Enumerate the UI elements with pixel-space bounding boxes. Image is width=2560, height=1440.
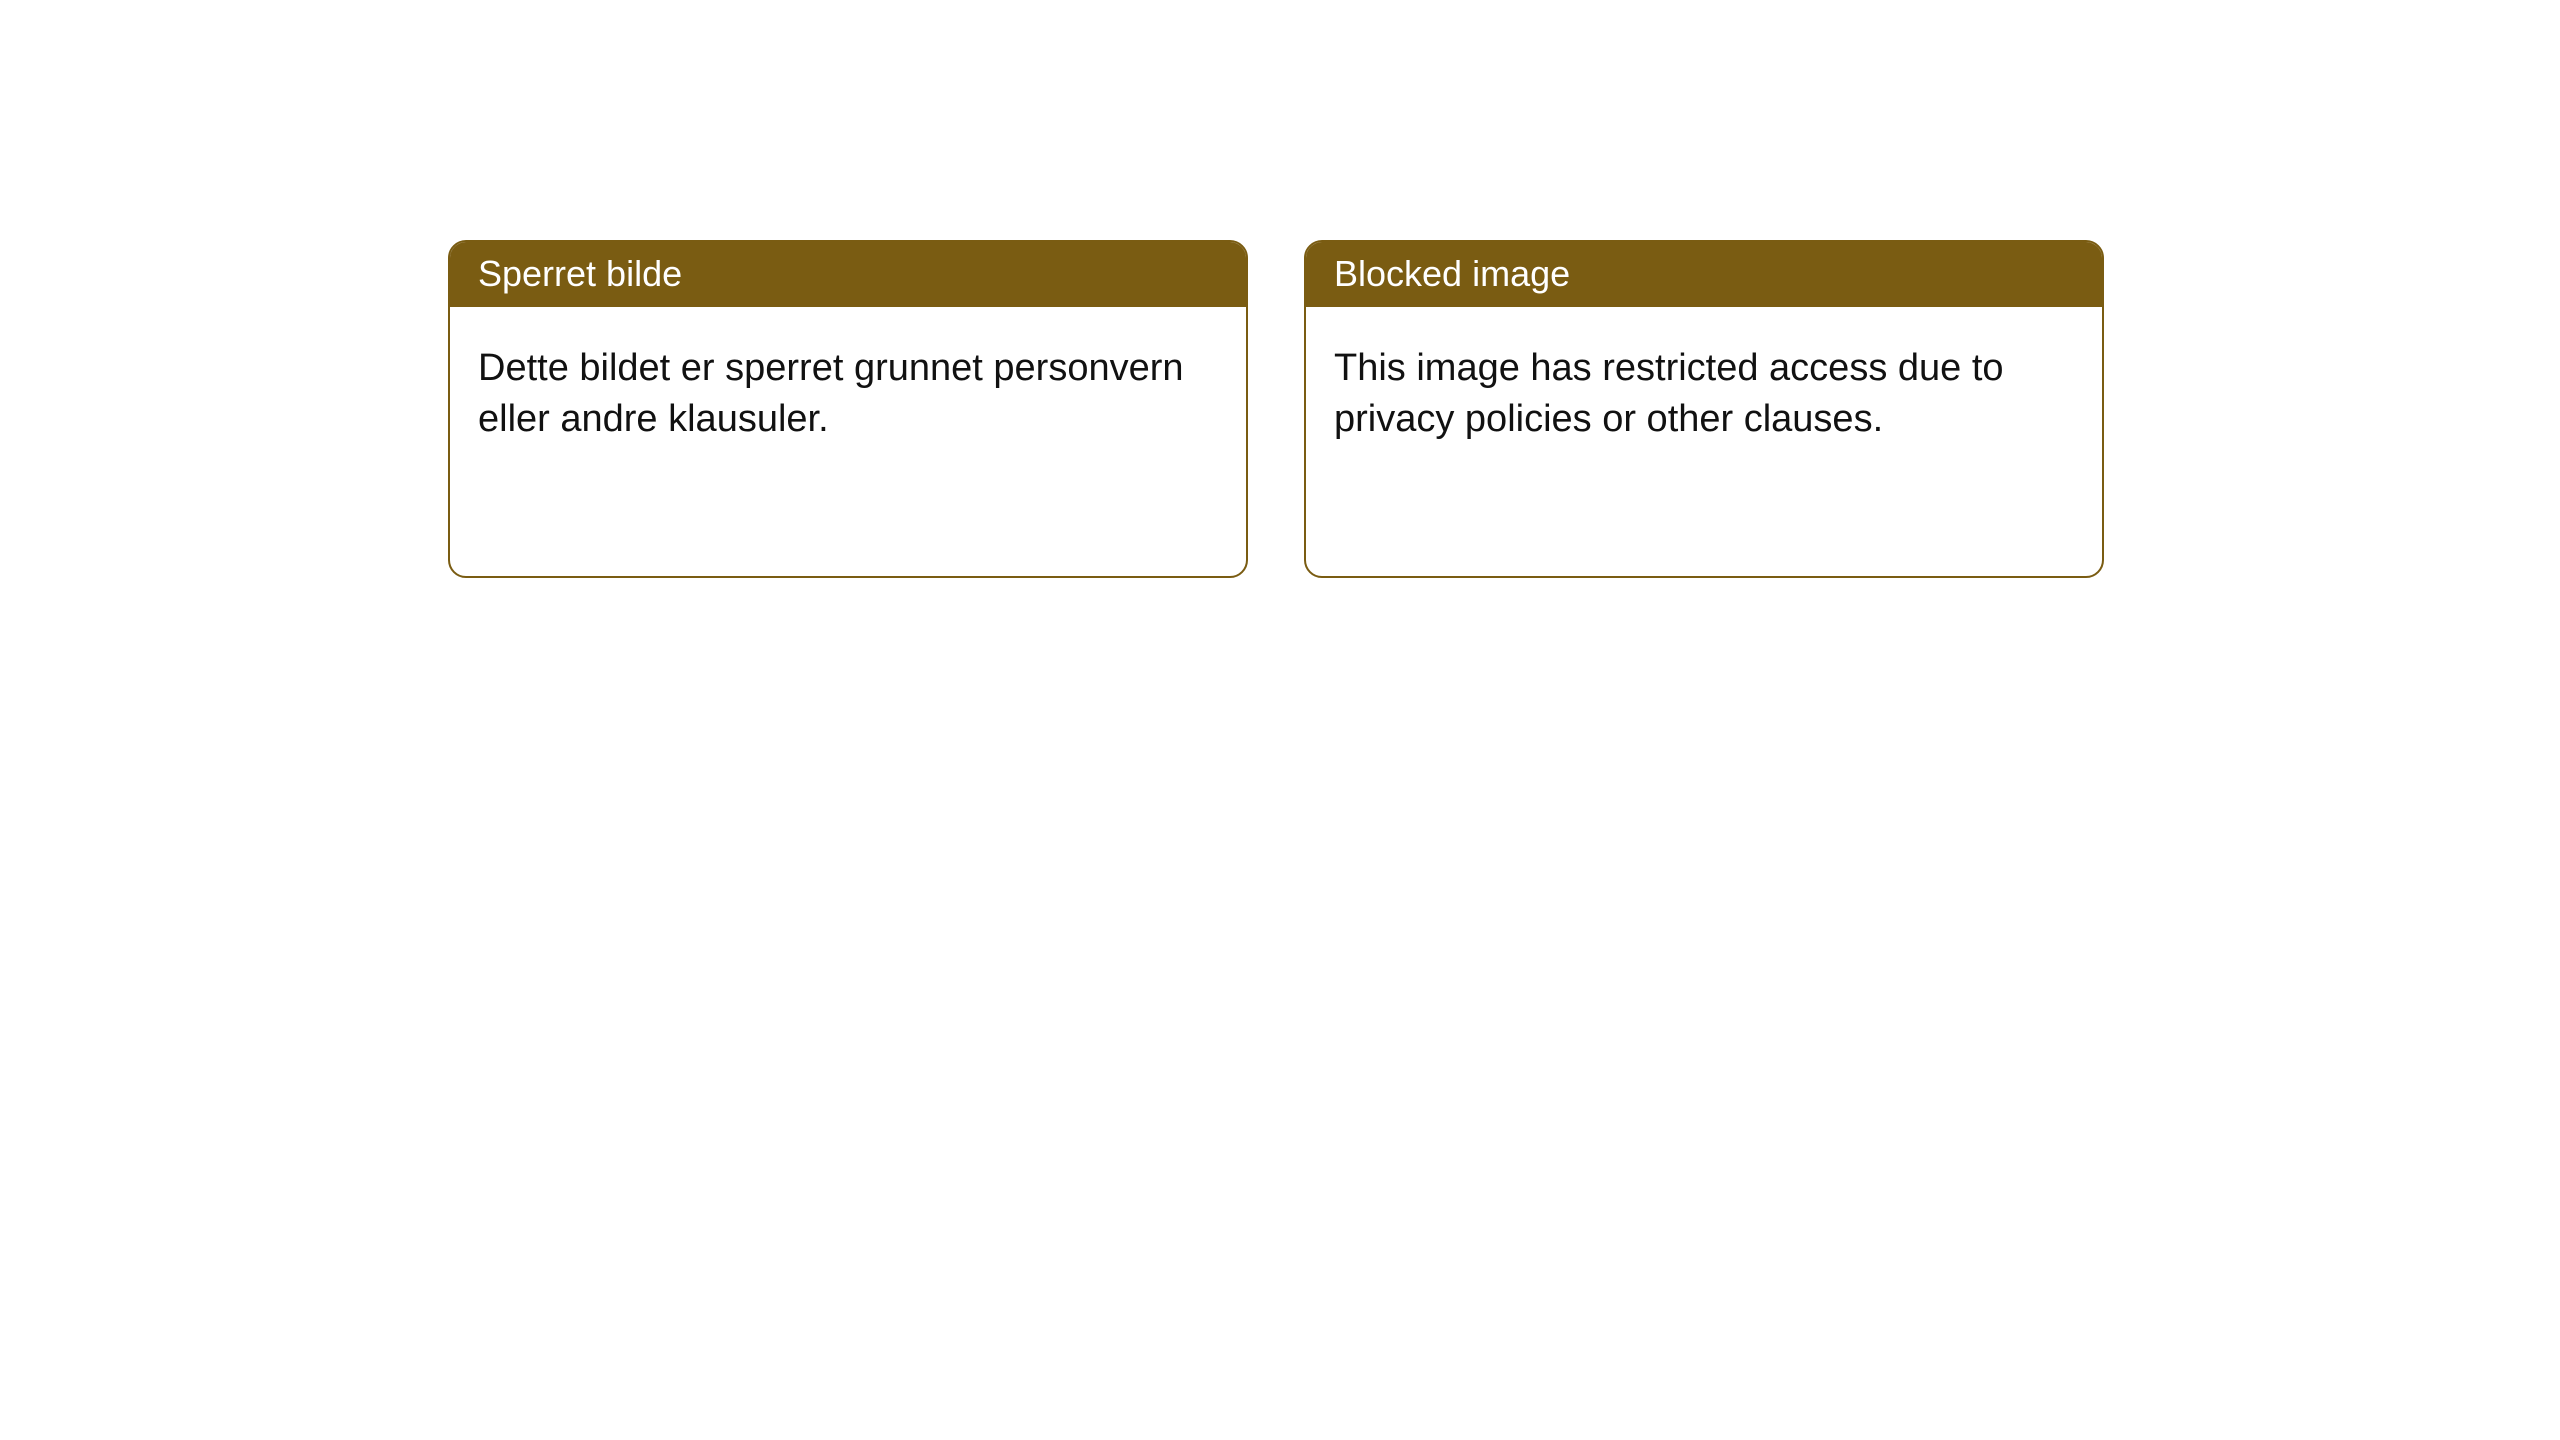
card-body: Dette bildet er sperret grunnet personve… xyxy=(450,307,1246,482)
blocked-image-card-en: Blocked image This image has restricted … xyxy=(1304,240,2104,578)
card-title: Blocked image xyxy=(1306,242,2102,307)
cards-container: Sperret bilde Dette bildet er sperret gr… xyxy=(0,0,2560,578)
card-body: This image has restricted access due to … xyxy=(1306,307,2102,482)
blocked-image-card-no: Sperret bilde Dette bildet er sperret gr… xyxy=(448,240,1248,578)
card-title: Sperret bilde xyxy=(450,242,1246,307)
